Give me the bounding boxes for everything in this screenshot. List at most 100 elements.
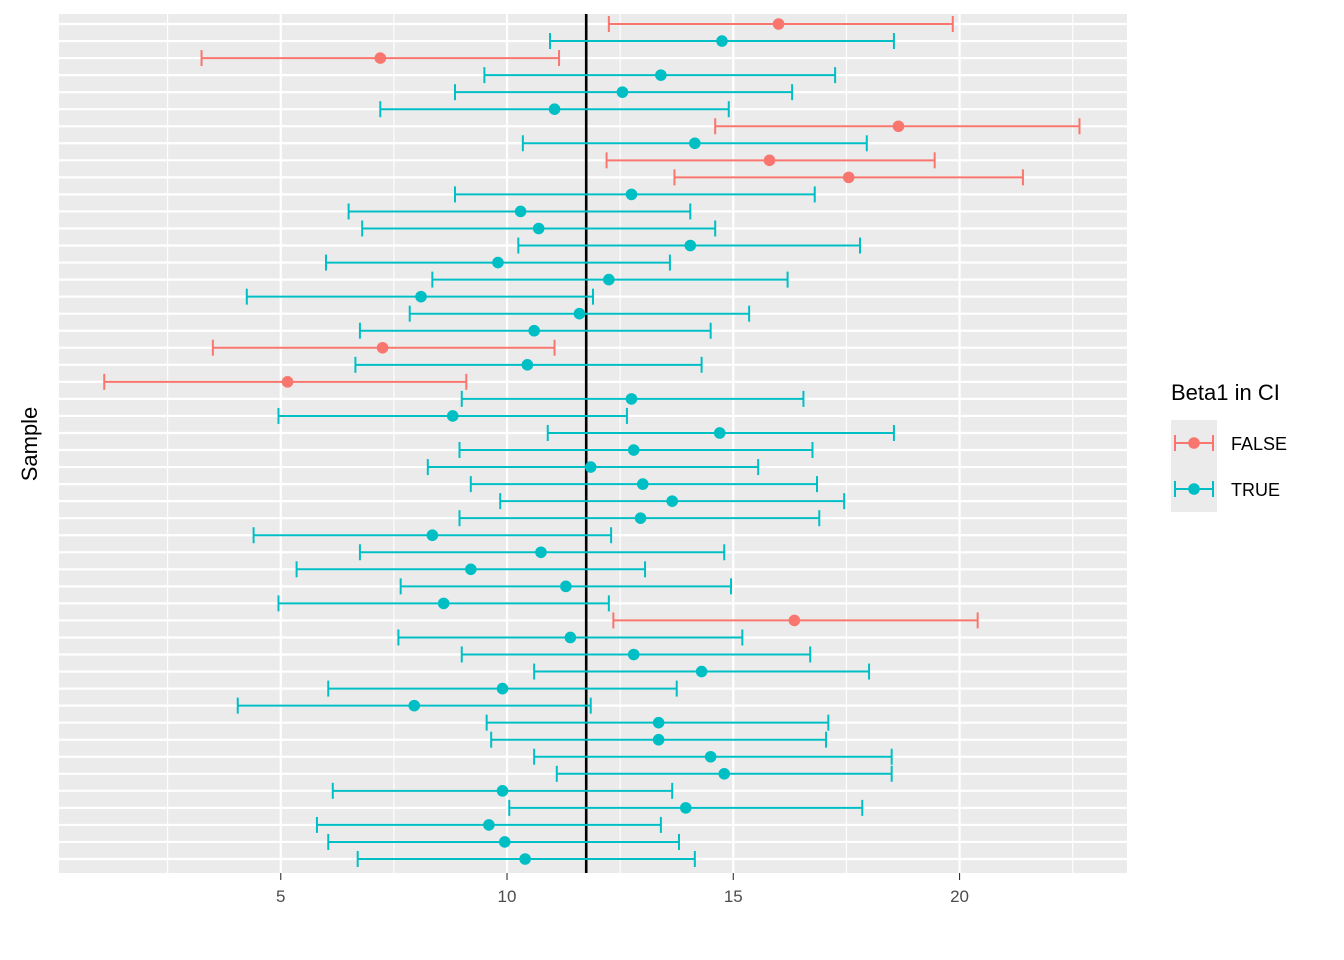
estimate-point bbox=[496, 785, 509, 797]
estimate-point bbox=[652, 733, 665, 746]
estimate-point bbox=[603, 273, 615, 286]
estimate-point bbox=[627, 444, 640, 456]
sample-41-interval bbox=[673, 169, 1024, 186]
x-tick-label: 15 bbox=[724, 887, 743, 906]
estimate-point bbox=[695, 665, 708, 678]
legend-key-false bbox=[1174, 435, 1214, 451]
sample-7-interval bbox=[533, 748, 893, 765]
x-tick-label: 20 bbox=[950, 887, 969, 906]
sample-35-interval bbox=[431, 271, 789, 288]
estimate-point bbox=[281, 376, 294, 388]
estimate-point bbox=[584, 461, 597, 473]
legend: Beta1 in CI FALSE TRUE bbox=[1171, 380, 1287, 512]
sample-4-interval bbox=[508, 799, 864, 816]
error-bars bbox=[103, 16, 1081, 867]
estimate-point bbox=[718, 767, 731, 780]
estimate-point bbox=[704, 750, 717, 763]
estimate-point bbox=[655, 69, 667, 81]
estimate-point bbox=[842, 171, 855, 184]
estimate-point bbox=[376, 341, 389, 354]
sample-27-interval bbox=[277, 407, 628, 424]
sample-43-interval bbox=[521, 135, 868, 152]
sample-24-interval bbox=[426, 459, 760, 476]
estimate-point bbox=[492, 256, 504, 269]
sample-50-interval bbox=[607, 16, 954, 32]
estimate-point bbox=[636, 478, 649, 490]
panel-background bbox=[59, 14, 1127, 873]
legend-key-background bbox=[1171, 420, 1217, 512]
estimate-point bbox=[634, 512, 647, 524]
estimate-point bbox=[684, 239, 697, 252]
sample-36-interval bbox=[325, 254, 671, 271]
sample-45-interval bbox=[379, 101, 730, 118]
estimate-point bbox=[560, 580, 572, 593]
estimate-point bbox=[627, 648, 640, 661]
sample-44-interval bbox=[714, 118, 1081, 135]
sample-11-interval bbox=[327, 680, 678, 697]
estimate-point bbox=[374, 52, 387, 64]
estimate-point bbox=[532, 222, 545, 235]
legend-title: Beta1 in CI bbox=[1171, 380, 1280, 405]
estimate-point bbox=[498, 836, 511, 848]
sample-26-interval bbox=[546, 424, 895, 441]
sample-13-interval bbox=[460, 646, 812, 663]
estimate-point bbox=[514, 205, 527, 218]
sample-12-interval bbox=[533, 663, 871, 680]
estimate-point bbox=[679, 802, 692, 814]
estimate-point bbox=[483, 819, 495, 831]
estimate-point bbox=[772, 18, 785, 30]
estimate-point bbox=[689, 137, 701, 150]
sample-32-interval bbox=[358, 322, 712, 339]
sample-47-interval bbox=[483, 67, 837, 84]
sample-6-interval bbox=[555, 765, 893, 782]
estimate-point bbox=[446, 410, 459, 422]
sample-28-interval bbox=[460, 390, 805, 407]
estimate-point bbox=[535, 546, 547, 559]
sample-37-interval bbox=[517, 237, 861, 254]
sample-17-interval bbox=[399, 578, 733, 595]
estimate-point bbox=[652, 716, 665, 729]
estimate-point bbox=[788, 614, 801, 627]
sample-21-interval bbox=[458, 510, 821, 527]
sample-38-interval bbox=[361, 220, 717, 237]
estimate-point bbox=[496, 682, 509, 695]
legend-key-true bbox=[1174, 481, 1214, 497]
legend-keys bbox=[1174, 435, 1214, 497]
sample-22-interval bbox=[499, 493, 846, 510]
sample-42-interval bbox=[605, 152, 936, 169]
estimate-point bbox=[548, 103, 561, 116]
sample-48-interval bbox=[200, 50, 561, 67]
estimate-point bbox=[415, 290, 427, 303]
estimate-point bbox=[892, 120, 905, 133]
x-tick-label: 10 bbox=[498, 887, 517, 906]
estimate-point bbox=[666, 495, 678, 507]
estimate-point bbox=[519, 853, 531, 865]
sample-9-interval bbox=[485, 714, 830, 731]
sample-34-interval bbox=[245, 288, 594, 305]
estimate-point bbox=[426, 529, 439, 542]
sample-1-interval bbox=[356, 851, 696, 867]
estimate-point bbox=[465, 563, 477, 576]
sample-25-interval bbox=[458, 442, 814, 459]
estimate-point bbox=[716, 35, 728, 47]
x-axis: 5 10 15 20 bbox=[276, 873, 969, 906]
estimate-point bbox=[625, 393, 638, 405]
x-tick-label: 5 bbox=[276, 887, 285, 906]
estimate-point bbox=[564, 631, 577, 644]
estimate-point bbox=[437, 597, 450, 610]
sample-5-interval bbox=[331, 782, 674, 799]
estimate-point bbox=[713, 427, 726, 439]
sample-8-interval bbox=[490, 731, 828, 748]
estimate-point bbox=[625, 188, 638, 201]
estimate-point bbox=[573, 307, 586, 320]
sample-33-interval bbox=[408, 305, 751, 322]
legend-label-false: FALSE bbox=[1231, 434, 1287, 454]
estimate-point bbox=[408, 699, 421, 712]
sample-19-interval bbox=[358, 544, 726, 561]
estimate-point bbox=[616, 86, 629, 98]
sample-2-interval bbox=[327, 833, 680, 850]
estimate-point bbox=[528, 324, 540, 337]
sample-14-interval bbox=[397, 629, 744, 646]
sample-20-interval bbox=[252, 527, 613, 544]
